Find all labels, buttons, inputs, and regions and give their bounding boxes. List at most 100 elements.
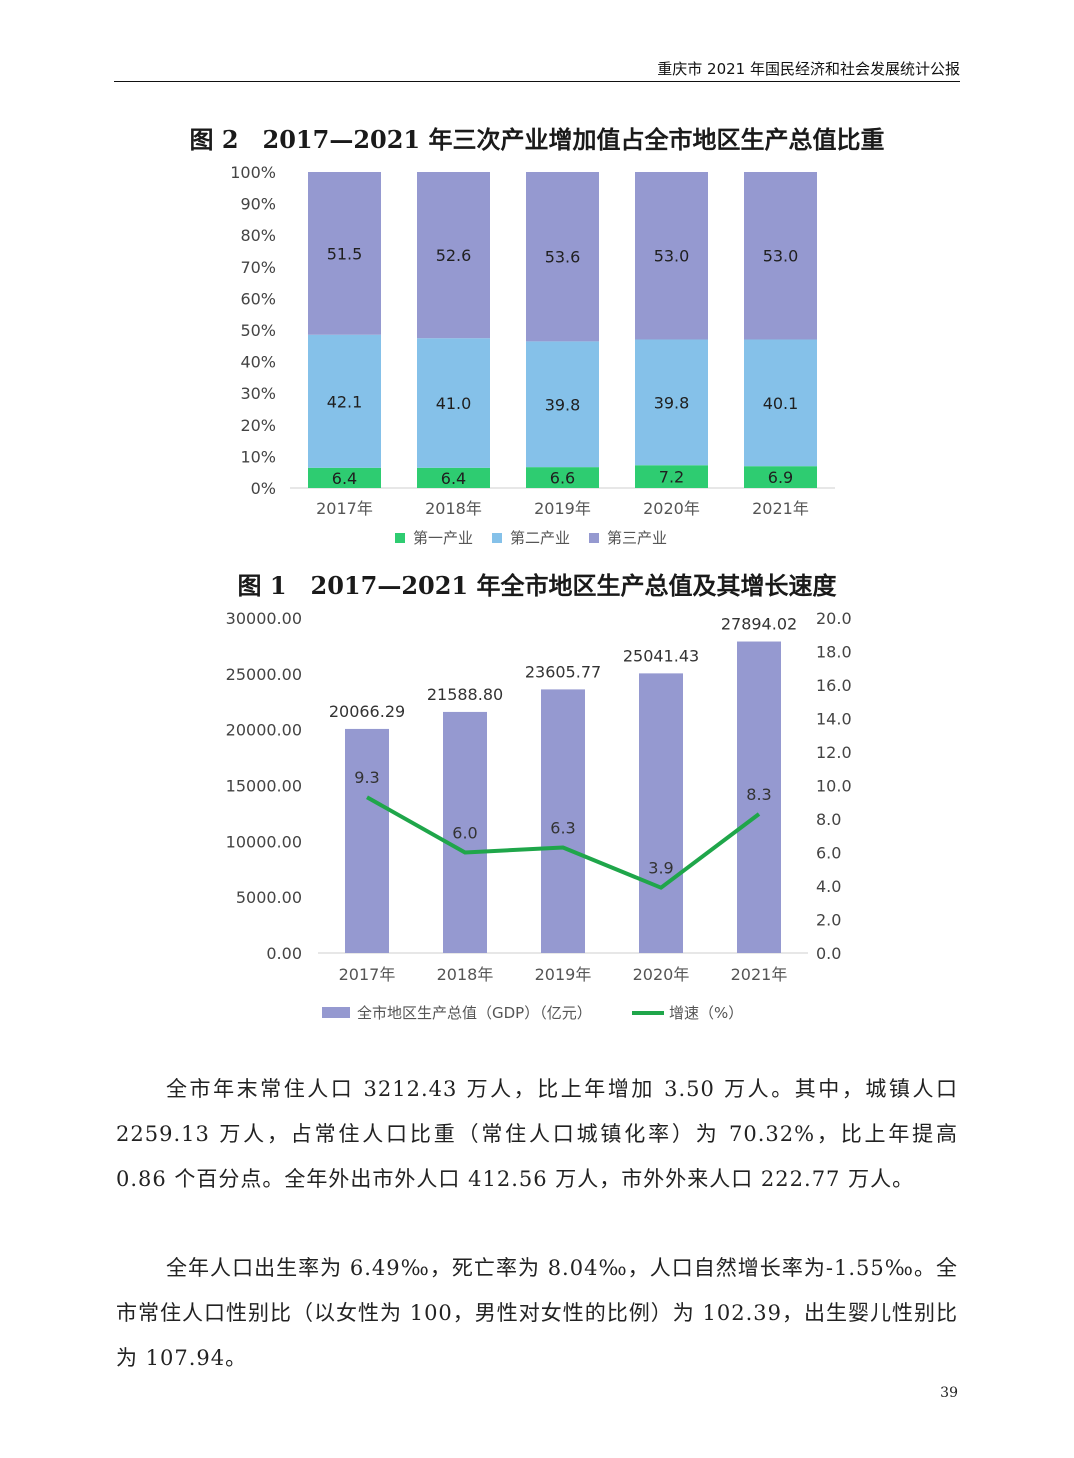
gdp-data-label: 23605.77 [525,662,601,681]
bar-data-label: 42.1 [327,392,363,411]
bar-segment [417,338,490,468]
growth-data-label: 8.3 [746,785,771,804]
gdp-data-label: 27894.02 [721,615,797,634]
gdp-bar [639,673,683,953]
y-tick-label: 20% [240,416,276,435]
figure-1-title: 图 1 2017—2021 年全市地区生产总值及其增长速度 [237,571,837,600]
growth-data-label: 9.3 [354,768,379,787]
y-tick-label: 90% [240,195,276,214]
y-left-tick-label: 20000.00 [226,721,302,740]
gdp-data-label: 20066.29 [329,702,405,721]
bar-data-label: 53.0 [654,247,690,266]
y-right-tick-label: 4.0 [816,877,841,896]
gdp-bar [541,689,585,953]
y-left-tick-label: 25000.00 [226,665,302,684]
bar-data-label: 41.0 [436,394,472,413]
legend-label: 第一产业 [413,529,473,547]
bar-segment [308,172,381,335]
y-tick-label: 10% [240,447,276,466]
y-right-tick-label: 20.0 [816,609,852,628]
bar-segment [635,465,708,488]
bar-segment [744,466,817,488]
bar-segment [308,334,381,468]
bar-data-label: 39.8 [545,395,581,414]
y-right-tick-label: 10.0 [816,777,852,796]
bar-segment [526,341,599,468]
bar-data-label: 6.9 [768,468,793,487]
growth-data-label: 6.0 [452,824,477,843]
x-tick-label: 2018年 [425,499,482,518]
page-number: 39 [940,1385,958,1401]
x-tick-label: 2017年 [316,499,373,518]
header-divider [114,81,960,82]
report-header-title: 重庆市 2021 年国民经济和社会发展统计公报 [657,60,960,78]
y-right-tick-label: 0.0 [816,944,841,963]
gdp-bar [737,641,781,953]
bar-data-label: 53.6 [545,248,581,267]
y-left-tick-label: 30000.00 [226,609,302,628]
bar-data-label: 52.6 [436,246,472,265]
birth-rate-paragraph: 全年人口出生率为 6.49‰，死亡率为 8.04‰，人口自然增长率为-1.55‰… [116,1256,958,1370]
figure-1-bar-line-chart: 0.00 5000.00 10000.00 15000.00 20000.00 25000… [226,609,852,1022]
y-left-tick-label: 5000.00 [236,888,302,907]
growth-rate-line [366,795,761,890]
x-tick-label: 2018年 [437,965,494,984]
y-tick-label: 0% [251,479,276,498]
bar-data-label: 40.1 [763,394,799,413]
y-left-tick-label: 10000.00 [226,832,302,851]
bar-segment [744,172,817,340]
y-right-tick-label: 8.0 [816,810,841,829]
x-tick-label: 2019年 [535,965,592,984]
y-tick-label: 60% [240,289,276,308]
legend-swatch [395,533,405,543]
y-tick-label: 30% [240,384,276,403]
x-tick-label: 2019年 [534,499,591,518]
growth-data-label: 3.9 [648,859,673,878]
gdp-data-label: 21588.80 [427,685,503,704]
y-right-tick-label: 18.0 [816,643,852,662]
gdp-data-label: 25041.43 [623,646,699,665]
bar-data-label: 39.8 [654,393,690,412]
y-tick-label: 100% [230,163,276,182]
bar-data-label: 6.6 [550,469,575,488]
population-paragraph: 全市年末常住人口 3212.43 万人，比上年增加 3.50 万人。其中，城镇人… [116,1077,958,1191]
bar-segment [635,339,708,466]
growth-data-label: 6.3 [550,818,575,837]
y-right-tick-label: 16.0 [816,676,852,695]
y-left-tick-label: 0.00 [266,944,302,963]
legend-label: 第三产业 [607,529,667,547]
figure-2-stacked-bar-chart: 0% 10% 20% 30% 40% 50% 60% 70% 80% 90% 100% 6.4 42.1… [230,163,835,547]
x-tick-label: 2020年 [643,499,700,518]
y-right-tick-label: 12.0 [816,743,852,762]
bar-data-label: 53.0 [763,247,799,266]
x-tick-label: 2020年 [633,965,690,984]
bar-segment [526,467,599,488]
legend-swatch-gdp [322,1007,350,1018]
legend-label-growth: 增速（%） [669,1004,743,1022]
y-tick-label: 40% [240,353,276,372]
figure-2-title: 图 2 2017—2021 年三次产业增加值占全市地区生产总值比重 [189,125,885,154]
x-tick-label: 2021年 [731,965,788,984]
x-tick-label: 2017年 [339,965,396,984]
bar-segment [417,467,490,488]
legend-swatch [492,533,502,543]
legend-label-gdp: 全市地区生产总值（GDP）（亿元） [357,1004,592,1022]
y-right-tick-label: 6.0 [816,844,841,863]
y-tick-label: 50% [240,321,276,340]
y-tick-label: 70% [240,258,276,277]
bar-segment [308,467,381,488]
bar-segment [417,172,490,339]
y-right-tick-label: 14.0 [816,710,852,729]
x-tick-label: 2021年 [752,499,809,518]
y-right-tick-label: 2.0 [816,911,841,930]
legend-swatch [589,533,599,543]
bar-segment [635,172,708,340]
legend-label: 第二产业 [510,529,570,547]
gdp-bar [443,711,487,953]
bar-data-label: 6.4 [441,469,466,488]
bar-data-label: 6.4 [332,469,357,488]
y-tick-label: 80% [240,226,276,245]
bar-data-label: 7.2 [659,468,684,487]
bar-segment [744,339,817,467]
gdp-bar [345,728,389,953]
